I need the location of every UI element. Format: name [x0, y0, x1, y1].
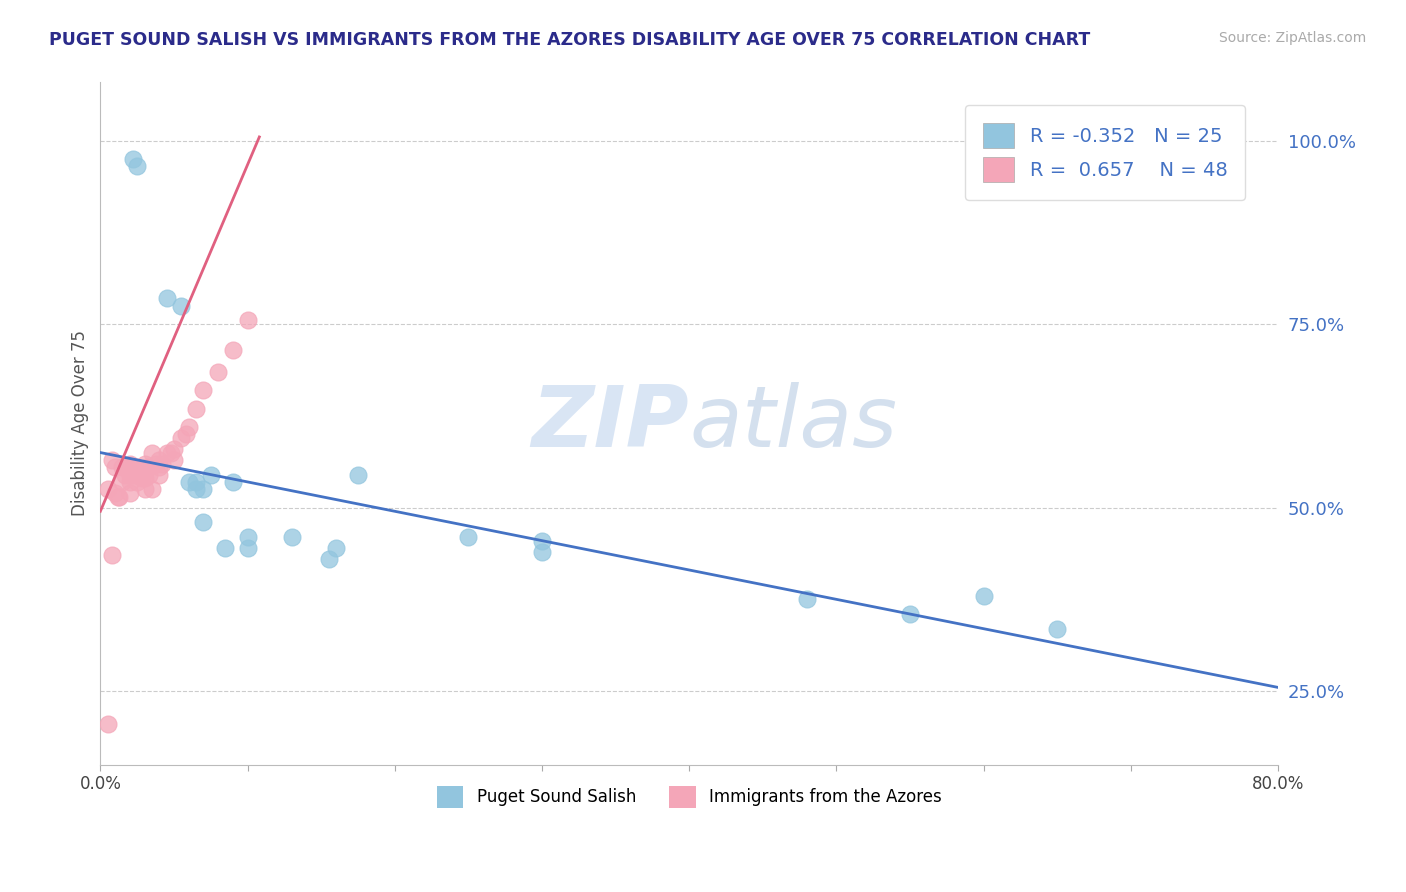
Point	[115, 460, 138, 475]
Point	[236, 541, 259, 555]
Point	[193, 516, 215, 530]
Point	[114, 467, 136, 482]
Point	[104, 486, 127, 500]
Legend: Puget Sound Salish, Immigrants from the Azores: Puget Sound Salish, Immigrants from the …	[430, 780, 949, 814]
Point	[101, 453, 124, 467]
Point	[163, 453, 186, 467]
Point	[898, 607, 921, 621]
Text: ZIP: ZIP	[531, 382, 689, 465]
Point	[973, 589, 995, 603]
Point	[97, 483, 120, 497]
Point	[129, 467, 152, 482]
Point	[531, 544, 554, 558]
Point	[236, 530, 259, 544]
Point	[127, 475, 149, 489]
Point	[121, 460, 143, 475]
Point	[170, 299, 193, 313]
Point	[184, 475, 207, 489]
Point	[318, 552, 340, 566]
Point	[136, 460, 159, 475]
Point	[101, 549, 124, 563]
Point	[108, 490, 131, 504]
Point	[145, 457, 167, 471]
Point	[134, 471, 156, 485]
Point	[121, 152, 143, 166]
Point	[134, 483, 156, 497]
Point	[148, 460, 170, 475]
Point	[222, 475, 245, 489]
Point	[1046, 622, 1069, 636]
Point	[127, 467, 149, 482]
Point	[155, 445, 177, 459]
Point	[325, 541, 347, 555]
Point	[207, 365, 229, 379]
Point	[111, 475, 134, 489]
Point	[131, 471, 153, 485]
Point	[222, 343, 245, 357]
Point	[160, 445, 183, 459]
Point	[184, 401, 207, 416]
Point	[148, 453, 170, 467]
Point	[457, 530, 479, 544]
Point	[141, 483, 163, 497]
Point	[163, 442, 186, 456]
Point	[97, 717, 120, 731]
Point	[184, 483, 207, 497]
Point	[118, 486, 141, 500]
Point	[127, 460, 149, 475]
Point	[193, 383, 215, 397]
Point	[200, 467, 222, 482]
Point	[134, 457, 156, 471]
Text: atlas: atlas	[689, 382, 897, 465]
Point	[155, 292, 177, 306]
Point	[141, 445, 163, 459]
Point	[118, 457, 141, 471]
Point	[104, 460, 127, 475]
Point	[111, 460, 134, 475]
Point	[236, 313, 259, 327]
Point	[280, 530, 302, 544]
Point	[148, 467, 170, 482]
Point	[531, 533, 554, 548]
Point	[796, 592, 818, 607]
Point	[177, 420, 200, 434]
Point	[150, 457, 173, 471]
Point	[193, 483, 215, 497]
Point	[138, 467, 160, 482]
Point	[347, 467, 370, 482]
Point	[118, 467, 141, 482]
Text: PUGET SOUND SALISH VS IMMIGRANTS FROM THE AZORES DISABILITY AGE OVER 75 CORRELAT: PUGET SOUND SALISH VS IMMIGRANTS FROM TH…	[49, 31, 1091, 49]
Point	[121, 467, 143, 482]
Point	[134, 464, 156, 478]
Point	[107, 490, 129, 504]
Point	[174, 427, 197, 442]
Point	[177, 475, 200, 489]
Y-axis label: Disability Age Over 75: Disability Age Over 75	[72, 330, 89, 516]
Point	[118, 475, 141, 489]
Text: Source: ZipAtlas.com: Source: ZipAtlas.com	[1219, 31, 1367, 45]
Point	[214, 541, 236, 555]
Point	[170, 431, 193, 445]
Point	[127, 159, 149, 173]
